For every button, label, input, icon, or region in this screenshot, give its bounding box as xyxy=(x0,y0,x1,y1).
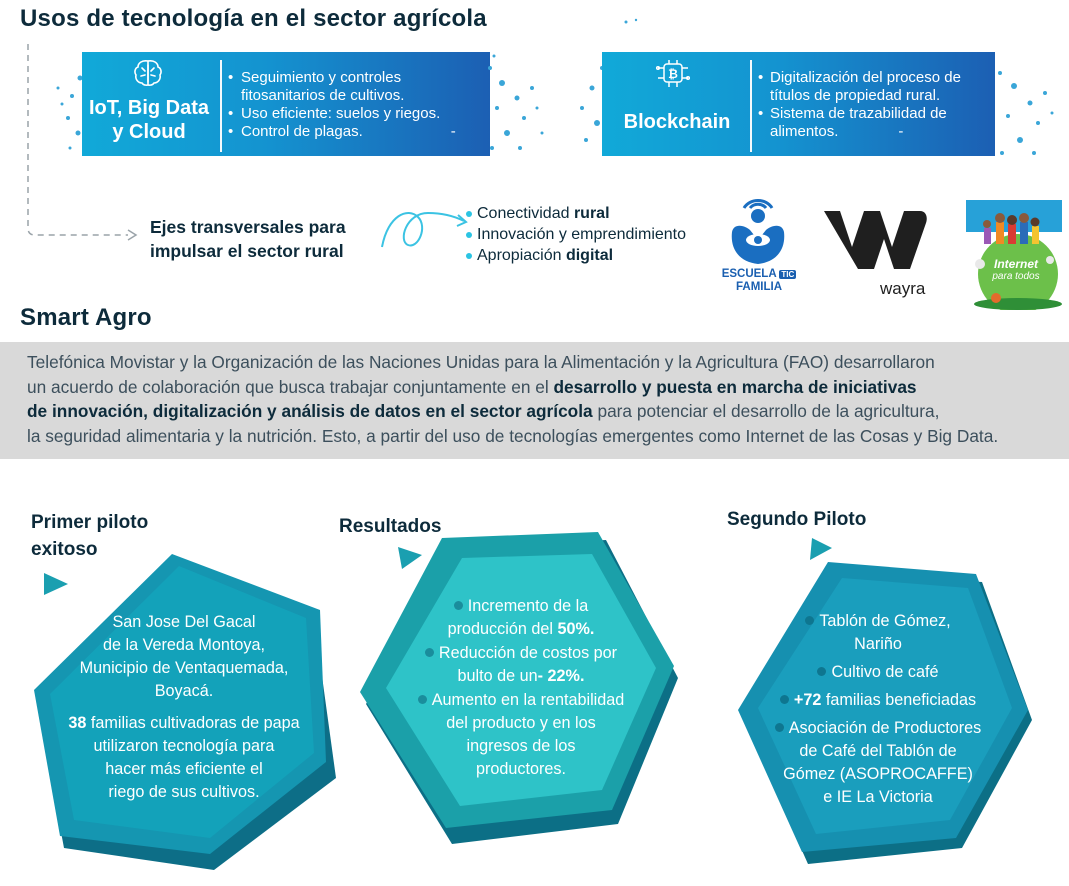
iot-banner: IoT, Big Data y Cloud Seguimiento y cont… xyxy=(82,52,490,156)
transversal-item: Conectividad rural xyxy=(466,203,686,224)
pilot2-arrow-icon xyxy=(810,538,832,560)
pilot1-text: San Jose Del Gacal de la Vereda Montoya,… xyxy=(68,613,300,801)
dashed-connector xyxy=(27,44,138,241)
transversal-item: Apropiación digital xyxy=(466,245,686,266)
transversal-item: Innovación y emprendimiento xyxy=(466,224,686,245)
svg-text:₿: ₿ xyxy=(668,67,678,81)
escuela-emblem-icon xyxy=(731,199,785,264)
internet-text: Internet para todos xyxy=(992,257,1040,283)
blockchain-dash: - xyxy=(898,123,904,140)
escuela-text: ESCUELA TIC FAMILIA xyxy=(721,268,797,293)
blockchain-banner: ₿ Blockchain Digitalización del proceso … xyxy=(602,52,995,156)
brain-icon xyxy=(134,60,162,86)
pilot2-item: Tablón de Gómez, xyxy=(766,610,990,633)
pilot2-item: +72 familias beneficiadas xyxy=(766,689,990,712)
sparkle-decoration-right xyxy=(488,54,544,150)
iot-title-line2: y Cloud xyxy=(112,121,186,143)
wayra-text: wayra xyxy=(880,279,926,298)
pilot2-item: Asociación de Productores xyxy=(766,717,990,740)
iot-divider xyxy=(220,60,222,152)
result-item: Reducción de costos por xyxy=(405,642,637,665)
pilot1-title: Primer piloto exitoso xyxy=(31,512,149,560)
iot-banner-group: IoT, Big Data y Cloud Seguimiento y cont… xyxy=(50,48,550,166)
results-text: Incremento de la producción del 50%. Red… xyxy=(405,595,637,781)
sparkle-decoration-right xyxy=(998,71,1054,155)
blockchain-divider xyxy=(750,60,752,152)
escuela-tic-familia-logo: ESCUELA TIC FAMILIA xyxy=(712,192,802,298)
iot-bullet-item: Control de plagas.- xyxy=(228,123,483,141)
pilot1-arrow-icon xyxy=(44,573,68,595)
smart-agro-title: Smart Agro xyxy=(20,304,152,331)
internet-illustration xyxy=(966,200,1062,310)
tic-badge: TIC xyxy=(779,270,797,279)
loop-arrow-icon xyxy=(381,211,468,248)
iot-bullet-item: Uso eficiente: suelos y riegos. xyxy=(228,105,483,123)
paragraph-line: de innovación, digitalización y análisis… xyxy=(27,401,940,421)
internet-para-todos-logo: Internet para todos xyxy=(966,200,1062,310)
transversal-title: Ejes transversales para impulsar el sect… xyxy=(150,217,346,261)
pilot2-title: Segundo Piloto xyxy=(727,509,867,530)
smart-agro-paragraph: Telefónica Movistar y la Organización de… xyxy=(27,350,1067,448)
wayra-w-icon xyxy=(824,211,927,269)
transversal-list: Conectividad rural Innovación y emprendi… xyxy=(466,203,686,266)
blockchain-banner-group: ₿ Blockchain Digitalización del proceso … xyxy=(572,48,1062,166)
results-arrow-icon xyxy=(398,547,422,569)
iot-dash: - xyxy=(450,123,456,140)
smart-agro-band xyxy=(0,342,1069,459)
iot-title-line1: IoT, Big Data xyxy=(88,97,209,119)
pilot1-hexagon xyxy=(34,554,336,870)
paragraph-line: un acuerdo de colaboración que busca tra… xyxy=(27,376,917,397)
wayra-logo: wayra xyxy=(822,205,932,300)
paragraph-line: la seguridad alimentaria y la nutrición.… xyxy=(27,425,999,446)
sparkle-mark xyxy=(624,18,638,24)
pilot1-families-count: 38 xyxy=(68,714,87,732)
result-item: Incremento de la xyxy=(405,595,637,618)
bitcoin-circuit-icon: ₿ xyxy=(655,60,691,87)
pilot2-hexagon xyxy=(738,562,1032,864)
pilot2-text: Tablón de Gómez, Nariño Cultivo de café … xyxy=(766,610,990,809)
pilot2-item: Cultivo de café xyxy=(766,661,990,684)
blockchain-title: Blockchain xyxy=(623,111,731,133)
result-item: Aumento en la rentabilidad xyxy=(405,689,637,712)
results-hexagon xyxy=(360,532,678,844)
paragraph-line: Telefónica Movistar y la Organización de… xyxy=(27,352,935,372)
iot-title: IoT, Big Data y Cloud xyxy=(82,96,216,144)
results-title: Resultados xyxy=(339,516,442,537)
page-title: Usos de tecnología en el sector agrícola xyxy=(20,5,487,32)
